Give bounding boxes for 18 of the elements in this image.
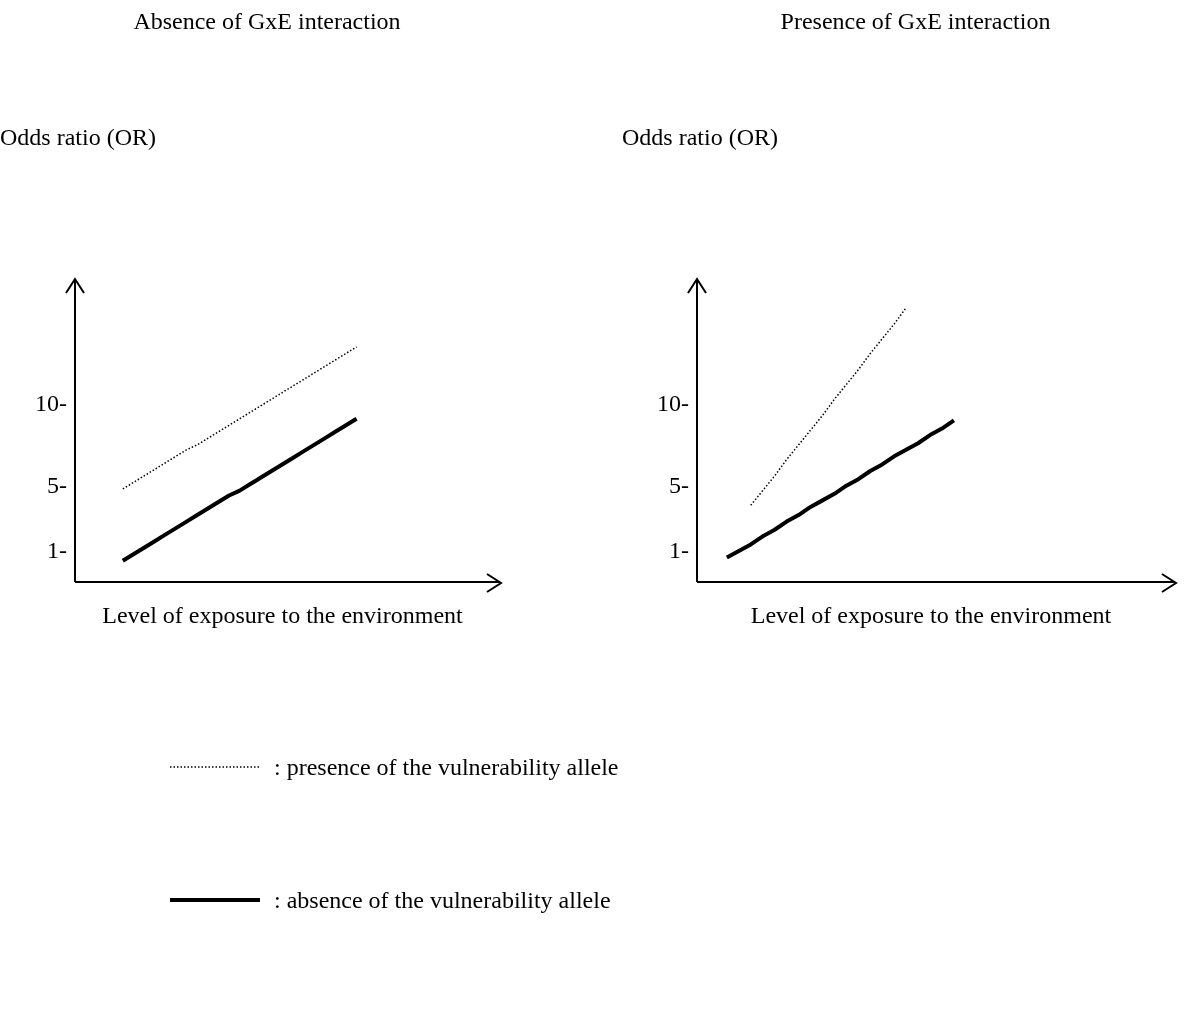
y-axis-title: Odds ratio (OR) [0, 124, 156, 151]
y-tick-label: 5- [47, 471, 67, 498]
y-tick-label: 10- [35, 389, 67, 416]
y-axis-title: Odds ratio (OR) [622, 124, 778, 151]
legend-label: : absence of the vulnerability allele [274, 886, 611, 914]
y-tick-label: 1- [47, 536, 67, 563]
x-axis-title: Level of exposure to the environment [749, 602, 1113, 629]
chart-title: Absence of GxE interaction [132, 8, 402, 35]
line-series [122, 346, 358, 490]
line-series [120, 416, 359, 563]
line-series [724, 418, 956, 560]
line-series [750, 307, 907, 507]
y-tick-label: 1- [669, 536, 689, 563]
chart-title: Presence of GxE interaction [779, 8, 1052, 35]
y-tick-label: 5- [669, 471, 689, 498]
legend-label: : presence of the vulnerability allele [274, 753, 619, 781]
x-axis-title: Level of exposure to the environment [101, 602, 464, 629]
y-tick-label: 10- [657, 389, 689, 416]
